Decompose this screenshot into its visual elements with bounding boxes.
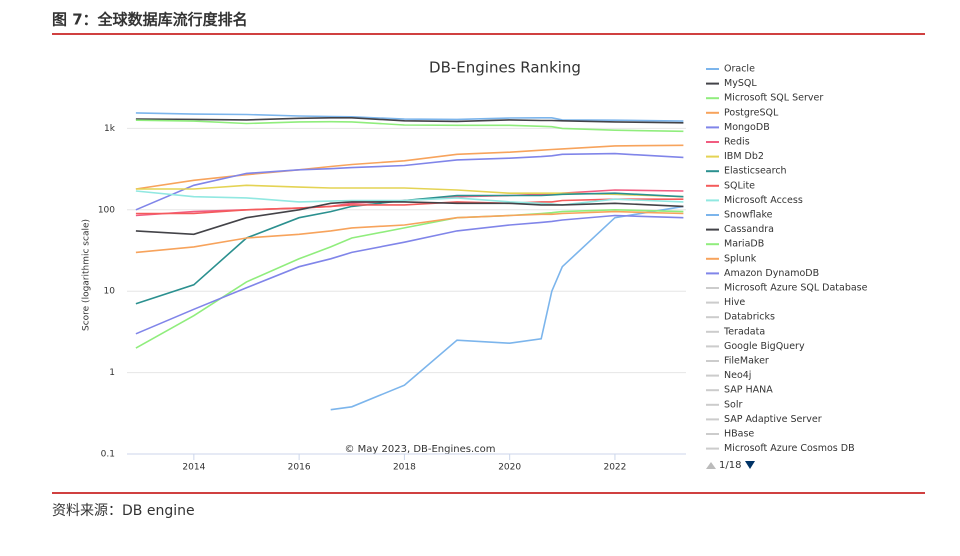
legend-label: Cassandra — [724, 224, 774, 235]
series-line — [135, 210, 684, 254]
y-tick-label: 0.1 — [101, 450, 115, 460]
series-line — [135, 214, 684, 335]
legend-label: Elasticsearch — [724, 166, 787, 177]
legend-label: Splunk — [724, 253, 757, 264]
legend-label: Redis — [724, 137, 750, 148]
report-figure-title: 图 7：全球数据库流行度排名 — [52, 11, 248, 29]
legend-page-up[interactable] — [706, 462, 716, 469]
series-line — [135, 208, 684, 349]
series-line — [135, 112, 684, 122]
legend-label: PostgreSQL — [724, 107, 779, 118]
legend-label: Microsoft Access — [724, 195, 803, 206]
legend-label-inactive: Teradata — [723, 326, 765, 337]
series-line — [135, 152, 684, 211]
source-note: 资料来源：DB engine — [52, 503, 195, 519]
legend-label-inactive: Solr — [724, 399, 742, 410]
legend-page: 1/18 — [719, 460, 741, 471]
legend-label: MariaDB — [724, 239, 764, 250]
series-line — [135, 144, 684, 190]
legend-label: Microsoft SQL Server — [724, 93, 823, 104]
y-tick-label: 10 — [104, 287, 116, 297]
series-line — [135, 192, 684, 305]
legend-label-inactive: Google BigQuery — [724, 341, 805, 352]
series-line — [330, 205, 684, 411]
legend-label: Snowflake — [724, 210, 773, 221]
legend-label-inactive: HBase — [724, 429, 754, 440]
legend-label-inactive: SAP Adaptive Server — [724, 414, 822, 425]
y-tick-label: 1 — [109, 368, 115, 378]
legend-label-inactive: Microsoft Azure SQL Database — [724, 283, 868, 294]
y-tick-label: 1k — [104, 124, 116, 134]
x-tick-label: 2020 — [498, 463, 521, 473]
legend-page-down[interactable] — [745, 461, 755, 469]
legend-label: IBM Db2 — [724, 151, 764, 162]
legend-label: SQLite — [724, 180, 755, 191]
legend-label-inactive: Neo4j — [724, 370, 751, 381]
chart-title: DB-Engines Ranking — [429, 59, 581, 77]
x-tick-label: 2022 — [603, 463, 626, 473]
x-tick-label: 2016 — [288, 463, 311, 473]
legend-label-inactive: SAP HANA — [724, 385, 773, 396]
legend-label-inactive: Microsoft Azure Cosmos DB — [724, 443, 855, 454]
series-line — [135, 117, 684, 124]
credit: © May 2023, DB-Engines.com — [344, 444, 495, 455]
legend-label: MongoDB — [724, 122, 770, 133]
legend-label-inactive: Hive — [724, 297, 745, 308]
x-tick-label: 2018 — [393, 463, 416, 473]
legend-label: MySQL — [724, 78, 757, 89]
legend-label-inactive: Databricks — [724, 312, 775, 323]
series-line — [135, 119, 684, 133]
legend-label: Oracle — [724, 64, 755, 75]
series-line — [135, 201, 684, 236]
x-tick-label: 2014 — [182, 463, 205, 473]
y-tick-label: 100 — [98, 205, 115, 215]
y-axis-label: Score (logarithmic scale) — [82, 219, 92, 331]
legend-label: Amazon DynamoDB — [724, 268, 819, 279]
legend-label-inactive: FileMaker — [724, 356, 769, 367]
series-line — [135, 184, 684, 198]
